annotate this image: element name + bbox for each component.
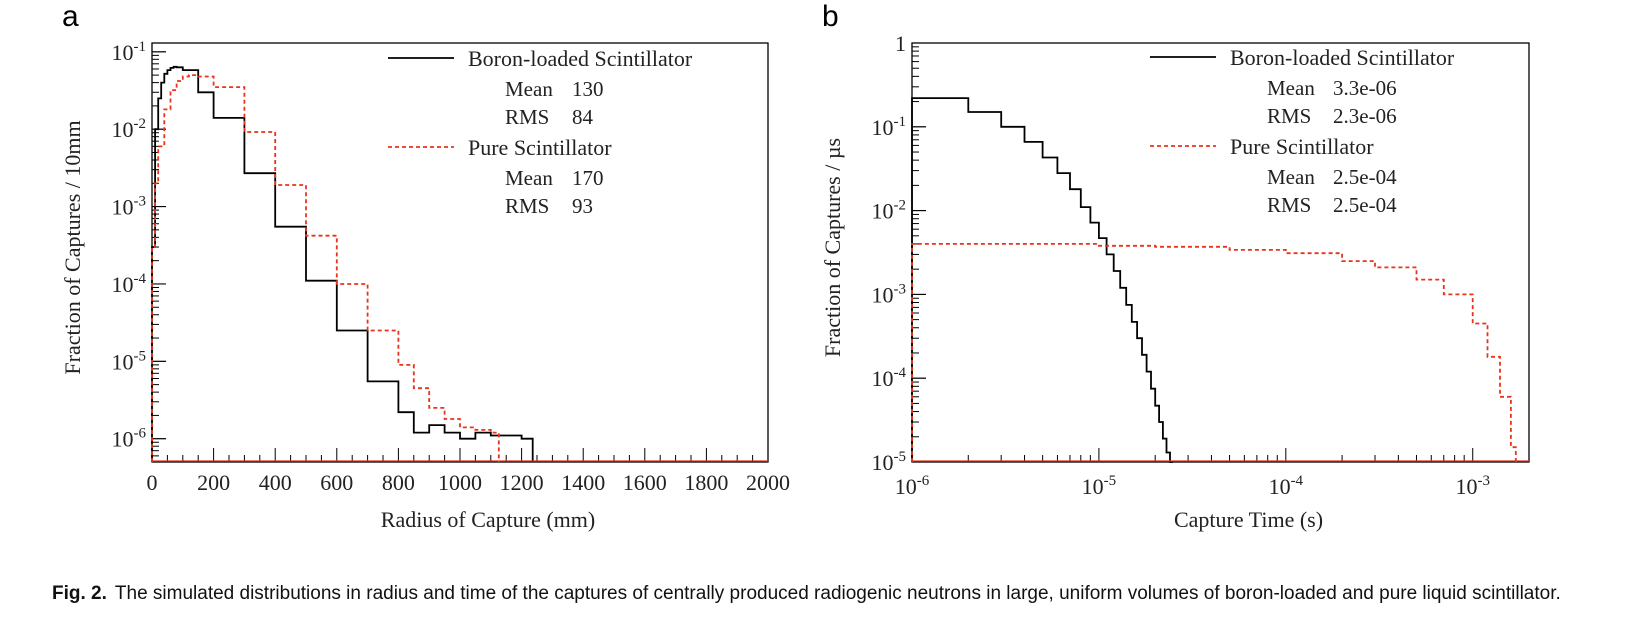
panel-b-series-boron-line (911, 97, 1173, 463)
panel-b-ytick-label-1-base: 10 (872, 366, 894, 391)
panel-a-ytick-label-3-base: 10 (112, 195, 134, 220)
panel-b-ytick-label-0-base: 10 (872, 450, 894, 475)
panel-a-ytick-label-2: 10-4 (112, 271, 147, 297)
panel-a-y-axis-title: Fraction of Captures / 10mm (60, 120, 85, 374)
panel-b-xtick-label-2-base: 10 (1269, 474, 1291, 499)
panel-a-ytick-label-0-exp: -6 (134, 426, 147, 442)
panel-a-xtick-label-5: 1000 (438, 470, 482, 495)
panel-b-stat-label-1-0: Mean (1267, 165, 1315, 189)
panel-a-xtick-label-4: 800 (382, 470, 415, 495)
caption-label: Fig. 2. (52, 583, 107, 604)
panel-b-legend-label-1: Pure Scintillator (1230, 134, 1374, 159)
panel-a-xtick-label-0: 0 (147, 470, 158, 495)
panel-b-ytick-label-1-exp: -4 (894, 365, 907, 381)
panel-b-ytick-label-5-base: 1 (895, 31, 906, 56)
panel-b-y-axis-title: Fraction of Captures / µs (820, 138, 845, 357)
panel-b-ytick-label-5: 1 (895, 31, 906, 56)
panel-b-stat-label-0-1: RMS (1267, 104, 1311, 128)
panel-b-xtick-label-2-exp: -4 (1291, 473, 1304, 489)
panel-b-xtick-label-1: 10-5 (1082, 473, 1117, 499)
panel-a-xtick-label-6: 1200 (500, 470, 544, 495)
panel-b-ytick-label-3-exp: -2 (894, 198, 907, 214)
panel-a-xtick-label-2: 400 (259, 470, 292, 495)
panel-b-xtick-label-1-base: 10 (1082, 474, 1104, 499)
panel-a-series-pure-line (151, 74, 500, 462)
panel-a-ytick-label-5-exp: -1 (134, 39, 147, 55)
panel-a-ytick-label-4-exp: -2 (134, 116, 147, 132)
panel-a-ytick-label-0: 10-6 (112, 426, 147, 452)
panel-a-xtick-label-7: 1400 (561, 470, 605, 495)
panel-a-xtick-label-10: 2000 (746, 470, 790, 495)
panel-a-ytick-label-2-base: 10 (112, 272, 134, 297)
panel-a-ytick-label-2-exp: -4 (134, 271, 147, 287)
panel-b-ytick-label-1: 10-4 (872, 365, 907, 391)
panel-a-stat-label-1-0: Mean (505, 166, 553, 190)
panel-a-legend-label-1: Pure Scintillator (468, 135, 612, 160)
figure-caption: Fig. 2. The simulated distributions in ra… (52, 582, 1612, 606)
panel-a-stat-label-0-0: Mean (505, 77, 553, 101)
panel-b-xtick-label-0-base: 10 (895, 474, 917, 499)
panel-b-xtick-label-3-base: 10 (1455, 474, 1477, 499)
panel-b-xtick-label-2: 10-4 (1269, 473, 1304, 499)
panel-label-b: b (822, 0, 839, 33)
panel-b-ytick-label-0-exp: -5 (894, 449, 907, 465)
panel-a-series-boron-line (151, 65, 534, 462)
panel-b-stat-value-1-1: 2.5e-04 (1333, 193, 1397, 217)
panel-b-ytick-label-4-exp: -1 (894, 114, 907, 130)
panel-a-stat-label-1-1: RMS (505, 194, 549, 218)
panel-a-ytick-label-4-base: 10 (112, 117, 134, 142)
panel-b-series-pure-line (911, 243, 1519, 463)
panel-a-ytick-label-5: 10-1 (112, 39, 147, 65)
panel-b-stat-label-0-0: Mean (1267, 76, 1315, 100)
panel-a-ytick-label-3-exp: -3 (134, 194, 147, 210)
panel-b-ytick-label-2-base: 10 (872, 282, 894, 307)
panel-b-stat-value-1-0: 2.5e-04 (1333, 165, 1397, 189)
panel-b-x-axis-title: Capture Time (s) (1174, 507, 1323, 532)
panel-a-stat-value-0-0: 130 (572, 77, 604, 101)
panel-a-xtick-label-3: 600 (320, 470, 353, 495)
panel-b-xtick-label-1-exp: -5 (1104, 473, 1117, 489)
chart-radius-of-capture: 10-610-510-410-310-210-10 200 400 600 800 100… (60, 39, 790, 532)
panel-b-xtick-label-0-exp: -6 (917, 473, 930, 489)
panel-b-xtick-label-3: 10-3 (1455, 473, 1490, 499)
panel-b-ytick-label-2: 10-3 (872, 281, 907, 307)
panel-a-xtick-label-9: 1800 (684, 470, 728, 495)
panel-a-ytick-label-1-base: 10 (112, 349, 134, 374)
panel-b-frame (911, 42, 1530, 463)
panel-a-ytick-label-4: 10-2 (112, 116, 147, 142)
panel-a-ytick-label-3: 10-3 (112, 194, 147, 220)
panel-a-xtick-label-1: 200 (197, 470, 230, 495)
panel-b-stat-label-1-1: RMS (1267, 193, 1311, 217)
panel-a-frame (151, 42, 769, 463)
panel-b-ytick-label-0: 10-5 (872, 449, 907, 475)
panel-b-ytick-label-3-base: 10 (872, 199, 894, 224)
panel-a-legend-label-0: Boron-loaded Scintillator (468, 46, 693, 71)
panel-a-xtick-label-8: 1600 (623, 470, 667, 495)
panel-a-stat-value-0-1: 84 (572, 105, 594, 129)
figure: a b 10-610-510-410-310-210-10 200 400 600 80… (60, 0, 1530, 532)
panel-a-ytick-label-0-base: 10 (112, 427, 134, 452)
panel-b-stat-value-0-0: 3.3e-06 (1333, 76, 1397, 100)
panel-a-ytick-label-1: 10-5 (112, 348, 147, 374)
panel-a-ytick-label-1-exp: -5 (134, 348, 147, 364)
panel-b-ytick-label-3: 10-2 (872, 198, 907, 224)
panel-b-xtick-label-3-exp: -3 (1477, 473, 1490, 489)
panel-a-stat-value-1-0: 170 (572, 166, 604, 190)
caption-text: The simulated distributions in radius an… (114, 583, 1561, 604)
panel-b-stat-value-0-1: 2.3e-06 (1333, 104, 1397, 128)
panel-a-stat-label-0-1: RMS (505, 105, 549, 129)
panel-b-legend-label-0: Boron-loaded Scintillator (1230, 45, 1455, 70)
panel-a-x-axis-title: Radius of Capture (mm) (381, 507, 595, 532)
panel-b-ytick-label-2-exp: -3 (894, 281, 907, 297)
panel-a-stat-value-1-1: 93 (572, 194, 593, 218)
panel-b-xtick-label-0: 10-6 (895, 473, 930, 499)
panel-label-a: a (62, 0, 79, 33)
panel-b-ytick-label-4: 10-1 (872, 114, 907, 140)
panel-a-ytick-label-5-base: 10 (112, 40, 134, 65)
panel-b-ytick-label-4-base: 10 (872, 115, 894, 140)
